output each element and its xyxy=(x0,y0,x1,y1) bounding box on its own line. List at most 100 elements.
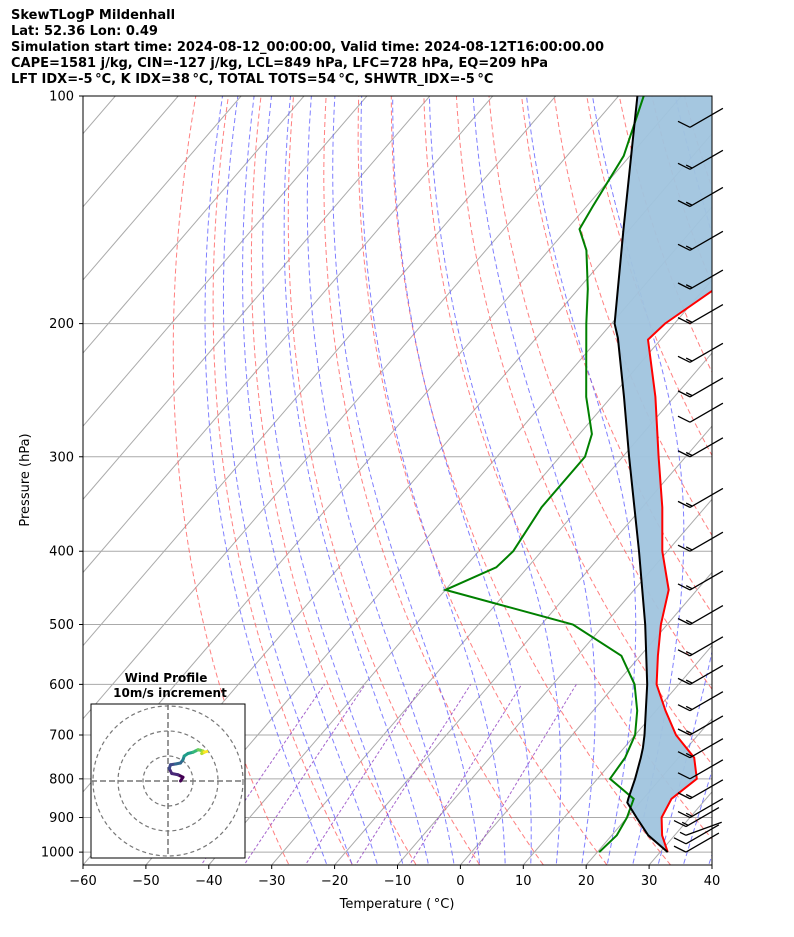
isotherm-line xyxy=(522,644,712,865)
wind-barb xyxy=(677,664,724,685)
dewpoint-line xyxy=(442,96,645,853)
barb-staff xyxy=(689,304,724,325)
parcel-line xyxy=(613,96,669,853)
dry-adiabat xyxy=(586,96,712,457)
barb-flag xyxy=(677,120,691,128)
wind-barbs xyxy=(673,107,724,853)
barb-staff xyxy=(689,186,724,208)
dry-adiabat xyxy=(521,96,712,614)
barb-staff xyxy=(685,806,720,828)
dry-adiabat xyxy=(287,96,481,865)
barb-flag xyxy=(673,845,687,853)
barb-flag xyxy=(677,500,691,508)
barb-half-flag xyxy=(685,752,693,757)
barb-staff xyxy=(689,664,724,685)
barb-flag xyxy=(673,837,687,845)
moist-adiabat xyxy=(591,96,685,865)
barb-staff xyxy=(689,779,724,800)
barb-half-flag xyxy=(685,318,693,323)
isotherm-line xyxy=(83,96,494,574)
hodograph-inset: Wind Profile 10m/s increment xyxy=(90,671,246,859)
dry-adiabat xyxy=(250,96,417,865)
wind-barb xyxy=(677,738,724,759)
wind-barb xyxy=(677,570,724,591)
moist-adiabat xyxy=(392,96,532,865)
isotherm-line xyxy=(459,571,712,865)
barb-flag xyxy=(677,728,691,736)
wind-barb xyxy=(677,230,724,251)
barb-half-flag xyxy=(685,705,693,710)
barb-staff xyxy=(689,269,724,290)
mixing-ratio-line xyxy=(304,684,424,865)
barb-half-flag xyxy=(685,284,693,289)
moist-adiabat xyxy=(204,96,328,865)
time-line: Simulation start time: 2024-08-12_00:00:… xyxy=(11,40,604,55)
barb-half-flag xyxy=(685,245,693,250)
mixing-ratio-line xyxy=(467,684,577,865)
moist-adiabat xyxy=(657,96,712,865)
barb-staff xyxy=(685,832,720,853)
mixing-ratio-line xyxy=(200,684,325,865)
barb-flag xyxy=(677,792,691,800)
isotherm-line xyxy=(208,279,712,865)
barb-flag xyxy=(677,751,691,759)
x-tick-label: 0 xyxy=(456,874,464,889)
isotherm-line xyxy=(83,96,620,720)
wind-barb xyxy=(677,691,724,712)
y-tick-label: 600 xyxy=(49,678,74,693)
barb-staff xyxy=(689,691,724,712)
barb-half-flag xyxy=(685,546,693,551)
profiles xyxy=(442,96,712,853)
chart-title: SkewTLogP Mildenhall xyxy=(11,8,176,23)
isotherm-line xyxy=(83,96,557,647)
hodograph-subtitle: 10m/s increment xyxy=(113,686,227,700)
barb-staff xyxy=(689,797,724,819)
x-tick-label: −40 xyxy=(195,874,222,889)
cape-line: CAPE=1581 j/kg, CIN=-127 j/kg, LCL=849 h… xyxy=(11,56,549,71)
barb-staff xyxy=(689,149,724,170)
barb-half-flag xyxy=(685,201,693,206)
x-tick-label: 30 xyxy=(641,874,658,889)
wind-barb xyxy=(677,377,724,398)
wind-barb xyxy=(677,269,724,290)
isotherm-line xyxy=(333,425,712,865)
y-tick-label: 400 xyxy=(49,545,74,560)
barb-flag xyxy=(677,355,691,363)
isotherm-line xyxy=(83,96,242,281)
barb-staff xyxy=(689,377,724,398)
barb-half-flag xyxy=(685,357,693,362)
wind-barb xyxy=(673,806,720,828)
barb-half-flag xyxy=(685,730,693,735)
x-tick-label: −10 xyxy=(384,874,411,889)
moist-adiabat xyxy=(360,96,506,865)
x-axis-label: Temperature ( °C) xyxy=(339,897,455,912)
moist-adiabat xyxy=(428,96,562,865)
barb-staff xyxy=(689,402,724,423)
wind-barb xyxy=(677,487,724,508)
moist-adiabat xyxy=(472,96,596,865)
moist-adiabat xyxy=(525,96,637,865)
y-tick-label: 900 xyxy=(49,811,74,826)
x-tick-label: 10 xyxy=(515,874,532,889)
barb-flag xyxy=(677,415,691,423)
moist-adiabat xyxy=(262,96,404,865)
barb-flag xyxy=(677,450,691,458)
isotherm-line xyxy=(83,96,368,427)
wind-barb xyxy=(677,759,724,780)
barb-half-flag xyxy=(685,650,693,656)
dry-adiabat xyxy=(323,96,545,865)
barb-flag xyxy=(677,617,691,626)
barb-flag xyxy=(677,243,691,251)
barb-half-flag xyxy=(685,679,693,684)
barb-staff xyxy=(689,636,724,657)
mixing-ratio-line xyxy=(243,684,366,865)
y-axis-label: Pressure (hPa) xyxy=(18,433,33,526)
barb-staff xyxy=(689,759,724,780)
x-tick-label: −20 xyxy=(321,874,348,889)
barb-half-flag xyxy=(681,821,689,826)
barb-flag xyxy=(677,317,691,325)
barb-half-flag xyxy=(685,793,693,799)
barb-half-flag xyxy=(685,585,693,590)
barb-flag xyxy=(677,162,691,170)
